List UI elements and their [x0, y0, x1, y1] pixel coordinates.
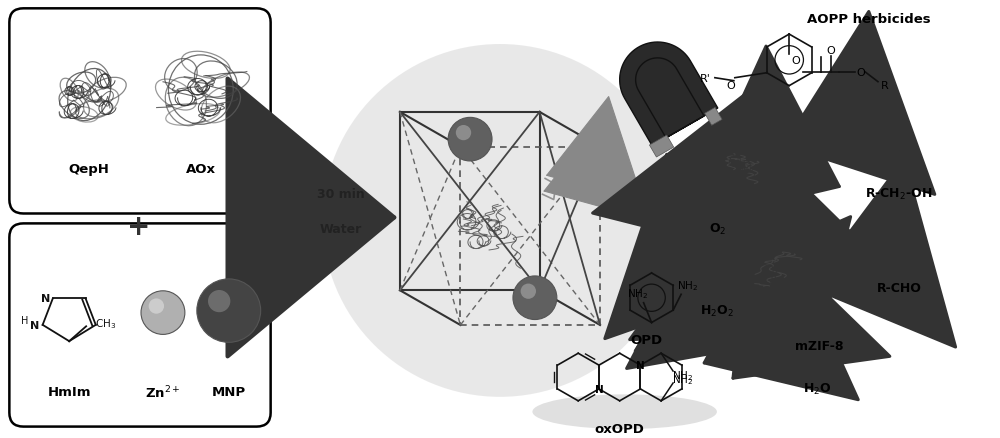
Text: CH$_3$: CH$_3$	[95, 317, 116, 330]
Text: O$_2$: O$_2$	[709, 221, 726, 237]
Text: NH$_2$: NH$_2$	[672, 372, 694, 386]
Text: N: N	[636, 360, 645, 370]
Text: oxOPD: oxOPD	[595, 422, 645, 435]
Polygon shape	[649, 136, 674, 158]
FancyBboxPatch shape	[9, 9, 271, 214]
Text: Zn$^{2+}$: Zn$^{2+}$	[145, 384, 181, 400]
Text: MNP: MNP	[212, 385, 246, 399]
Text: H$_2$O$_2$: H$_2$O$_2$	[700, 304, 734, 318]
Circle shape	[322, 45, 678, 397]
Text: QepH: QepH	[69, 163, 110, 176]
Text: +: +	[127, 213, 151, 241]
Text: NH$_2$: NH$_2$	[627, 286, 648, 300]
Text: R: R	[881, 81, 889, 90]
Text: O: O	[827, 46, 835, 56]
Circle shape	[456, 126, 471, 141]
Circle shape	[208, 290, 230, 312]
Text: O: O	[792, 56, 801, 66]
Circle shape	[521, 284, 536, 299]
Text: AOx: AOx	[186, 163, 216, 176]
Circle shape	[448, 118, 492, 162]
Text: O: O	[857, 67, 865, 78]
Circle shape	[513, 276, 557, 320]
Text: H: H	[21, 315, 28, 325]
Text: N: N	[595, 384, 603, 394]
Text: H$_2$O: H$_2$O	[803, 381, 831, 396]
Text: N: N	[41, 294, 50, 304]
Polygon shape	[620, 43, 718, 146]
Polygon shape	[705, 108, 722, 126]
Text: R-CH$_2$-OH: R-CH$_2$-OH	[865, 187, 933, 202]
Text: NH$_2$: NH$_2$	[672, 368, 694, 382]
Text: R-CHO: R-CHO	[876, 282, 921, 295]
Text: Water: Water	[319, 223, 362, 235]
Circle shape	[141, 291, 185, 335]
Text: NH$_2$: NH$_2$	[677, 279, 698, 293]
Text: R': R'	[699, 74, 710, 84]
Circle shape	[149, 299, 164, 314]
Text: OPD: OPD	[631, 333, 663, 346]
Text: O: O	[726, 81, 735, 90]
Ellipse shape	[532, 395, 717, 429]
Text: 30 min: 30 min	[317, 188, 364, 201]
Circle shape	[197, 279, 261, 343]
Text: mZIF-8: mZIF-8	[795, 339, 843, 352]
Text: AOPP herbicides: AOPP herbicides	[807, 13, 931, 26]
Text: N: N	[30, 320, 40, 330]
Text: HmIm: HmIm	[47, 385, 91, 399]
FancyBboxPatch shape	[9, 224, 271, 427]
